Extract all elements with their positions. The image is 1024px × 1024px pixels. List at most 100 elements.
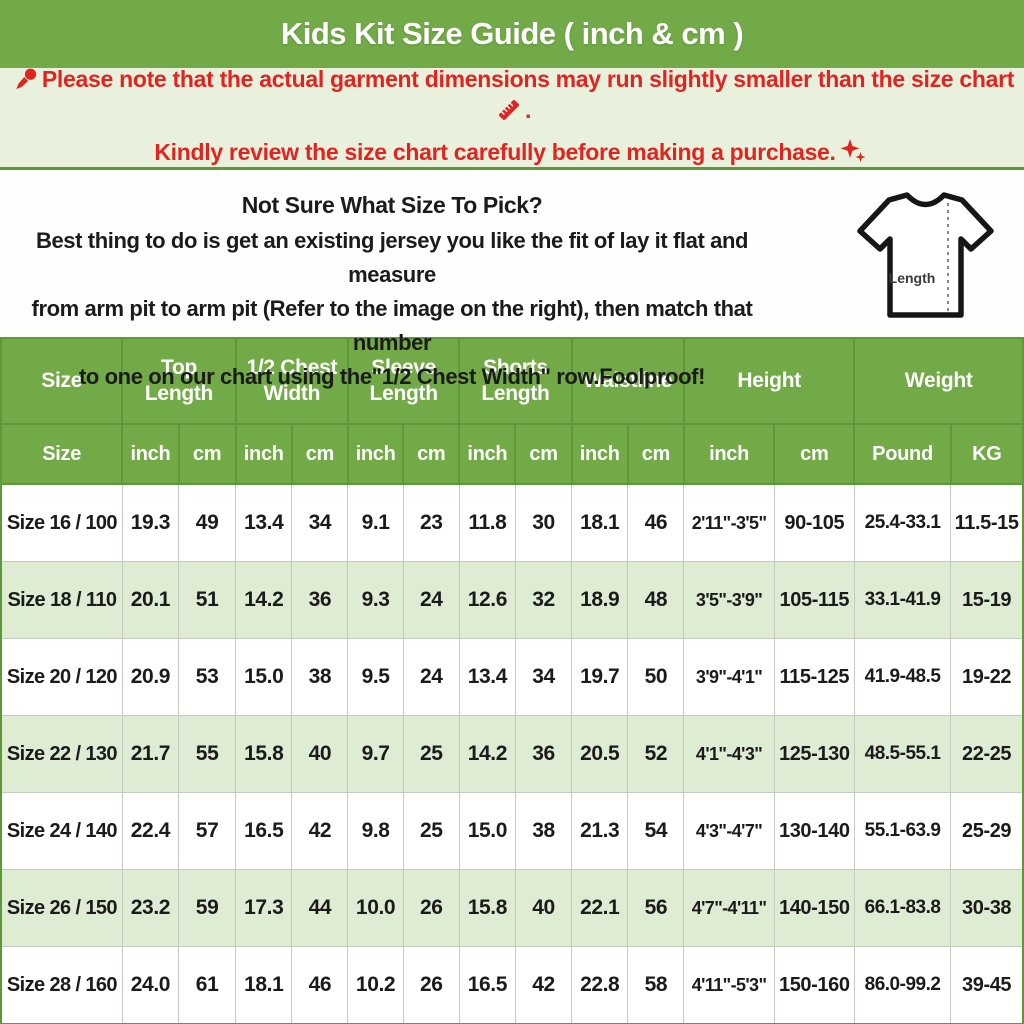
table-cell: 53: [177, 638, 237, 716]
table-cell: 59: [177, 869, 237, 947]
table-cell: 15.0: [458, 792, 516, 870]
column-header: Top Length: [121, 337, 237, 425]
table-row: Size 24 / 140 22.4 57 16.5 42 9.8 25 15.0 38 21.3…: [0, 792, 1024, 870]
column-header: 1/2 Chest Width: [234, 337, 349, 425]
subcolumn-header: cm: [290, 423, 349, 485]
table-cell: 20.5: [571, 715, 629, 793]
notice-text-1: Please note that the actual garment dime…: [41, 65, 1015, 92]
table-cell: 25: [402, 715, 460, 793]
table-cell: 36: [291, 561, 349, 639]
table-cell: 51: [177, 561, 237, 639]
tshirt-diagram: Length: [850, 186, 1002, 329]
table-cell: 20.1: [121, 561, 180, 639]
table-cell: 42: [514, 946, 573, 1024]
table-cell: 25: [402, 792, 460, 870]
table-cell: 49: [177, 483, 237, 562]
column-header: Size: [0, 337, 124, 425]
sparkles-icon: [839, 137, 867, 170]
column-header: Height: [682, 337, 856, 425]
subcolumn-header: inch: [346, 423, 405, 485]
subcolumn-header: cm: [514, 423, 573, 485]
table-cell: 11.5-15: [950, 483, 1024, 562]
table-cell: 38: [291, 638, 349, 716]
table-cell: 18.1: [571, 483, 629, 562]
table-cell: 4'11"-5'3": [683, 946, 775, 1024]
table-cell: 46: [627, 483, 685, 562]
column-header: Weight: [853, 337, 1024, 425]
pushpin-icon: [13, 66, 39, 97]
notice-banner: Please note that the actual garment dime…: [0, 65, 1024, 170]
subcolumn-header: inch: [682, 423, 776, 485]
table-cell: 90-105: [773, 483, 855, 562]
table-cell: 30-38: [950, 869, 1024, 947]
table-cell: 36: [514, 715, 573, 793]
table-cell: 61: [177, 946, 237, 1024]
table-cell: 19.7: [571, 638, 629, 716]
subcolumn-header: Size: [0, 423, 124, 485]
size-chart-table: Size Top Length 1/2 Chest Width Sleeve Leng…: [0, 337, 1024, 1024]
table-cell: 13.4: [458, 638, 516, 716]
table-cell: 26: [402, 946, 460, 1024]
table-row: Size 28 / 160 24.0 61 18.1 46 10.2 26 16.5 42 22.…: [0, 946, 1024, 1024]
table-cell: 34: [514, 638, 573, 716]
size-chart-header: Size Top Length 1/2 Chest Width Sleeve Leng…: [0, 337, 1024, 485]
table-cell: 38: [514, 792, 573, 870]
table-cell: 55.1-63.9: [853, 792, 952, 870]
size-cell: Size 18 / 110: [0, 561, 123, 639]
table-cell: 24.0: [121, 946, 180, 1024]
table-cell: 22.8: [571, 946, 629, 1024]
table-cell: 125-130: [773, 715, 855, 793]
column-header: Sleeve Length: [346, 337, 461, 425]
notice-line-2: Kindly review the size chart carefully b…: [0, 137, 1024, 170]
subcolumn-header: cm: [177, 423, 237, 485]
size-cell: Size 28 / 160: [0, 946, 123, 1024]
table-cell: 22.1: [571, 869, 629, 947]
subcolumn-header: cm: [402, 423, 461, 485]
size-cell: Size 24 / 140: [0, 792, 123, 870]
table-cell: 3'9"-4'1": [683, 638, 775, 716]
table-cell: 58: [627, 946, 685, 1024]
column-header: Shorts Length: [458, 337, 573, 425]
table-row: Size 18 / 110 20.1 51 14.2 36 9.3 24 12.6 32 18.9…: [0, 561, 1024, 639]
table-cell: 15.8: [235, 715, 293, 793]
size-chart-body: Size 16 / 100 19.3 49 13.4 34 9.1 23 11.8 30 18.1…: [0, 483, 1024, 1024]
table-cell: 16.5: [458, 946, 516, 1024]
table-cell: 10.0: [347, 869, 404, 947]
table-cell: 22-25: [950, 715, 1024, 793]
table-cell: 56: [627, 869, 685, 947]
subcolumn-header: inch: [121, 423, 180, 485]
table-cell: 40: [291, 715, 349, 793]
instructions-section: Not Sure What Size To Pick? Best thing t…: [0, 170, 1024, 389]
column-header: Waistline: [570, 337, 685, 425]
subcolumn-header: Pound: [853, 423, 952, 485]
ruler-icon: [496, 97, 522, 128]
table-cell: 19.3: [121, 483, 180, 562]
table-cell: 2'11"-3'5": [683, 483, 775, 562]
table-cell: 66.1-83.8: [853, 869, 952, 947]
size-cell: Size 26 / 150: [0, 869, 123, 947]
table-cell: 4'3"-4'7": [683, 792, 775, 870]
table-cell: 23.2: [121, 869, 180, 947]
length-label: Length: [889, 270, 936, 286]
table-row: Size 26 / 150 23.2 59 17.3 44 10.0 26 15.8 40 22.…: [0, 869, 1024, 947]
table-cell: 22.4: [121, 792, 180, 870]
table-row: Size 22 / 130 21.7 55 15.8 40 9.7 25 14.2 36 20.5…: [0, 715, 1024, 793]
table-cell: 115-125: [773, 638, 855, 716]
table-cell: 4'7"-4'11": [683, 869, 775, 947]
table-cell: 10.2: [347, 946, 404, 1024]
instructions-heading: Not Sure What Size To Pick?: [241, 192, 543, 218]
table-cell: 9.3: [347, 561, 404, 639]
size-cell: Size 16 / 100: [0, 483, 123, 562]
table-cell: 15.0: [235, 638, 293, 716]
size-cell: Size 22 / 130: [0, 715, 123, 793]
table-cell: 14.2: [235, 561, 293, 639]
table-cell: 30: [514, 483, 573, 562]
table-cell: 55: [177, 715, 237, 793]
table-cell: 130-140: [773, 792, 855, 870]
table-cell: 11.8: [458, 483, 516, 562]
sub-header-row: Size inch cm inch cm inch cm inch cm inch cm inch cm…: [0, 423, 1024, 485]
table-cell: 19-22: [950, 638, 1024, 716]
table-cell: 9.8: [347, 792, 404, 870]
table-cell: 9.5: [347, 638, 404, 716]
table-cell: 18.9: [571, 561, 629, 639]
